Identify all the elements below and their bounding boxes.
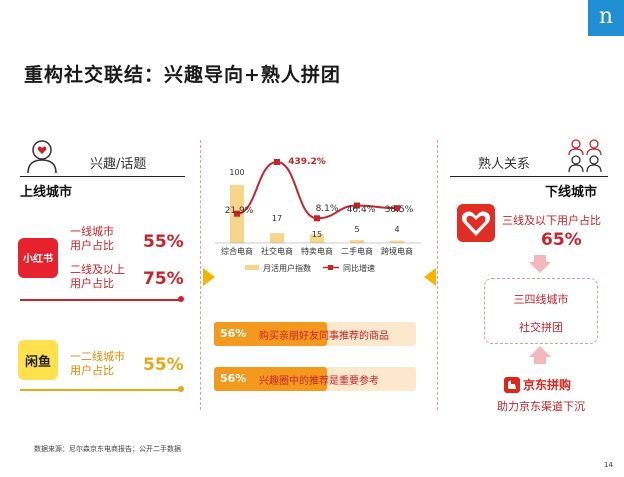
chart-bar	[390, 240, 404, 243]
recommend-pill-1-percent: 56%	[220, 327, 247, 340]
legend-line-marker	[328, 265, 333, 270]
xianyu-app-icon: 闲鱼	[18, 340, 58, 380]
growth-point	[354, 202, 360, 209]
brand-logo: n	[588, 0, 624, 36]
chart-bar-label: 15	[312, 230, 322, 239]
chart-category-label: 社交电商	[261, 246, 293, 256]
growth-label: 8.1%	[316, 204, 339, 214]
chart-bar-label: 100	[229, 168, 244, 177]
recommend-pill-2: 56% 兴趣圈中的推荐是重要参考	[214, 367, 416, 391]
page-number: 14	[604, 461, 613, 469]
xiaohongshu-name: 小红书	[23, 254, 53, 265]
xianyu-name: 闲鱼	[24, 355, 51, 370]
lower-tier-line1: 三四线城市	[513, 293, 569, 306]
pdd-description: 三线及以下用户占比	[502, 214, 601, 227]
chart-category-label: 跨境电商	[381, 246, 413, 256]
red-divider-dot	[178, 296, 184, 302]
recommend-pill-1-fill	[214, 322, 328, 346]
recommend-pill-2-fill	[214, 367, 328, 391]
chart-category-label: 特卖电商	[301, 246, 333, 256]
jd-pingou-logo: 京东拼购	[504, 376, 584, 394]
xhs-tier1-percent: 55%	[143, 232, 184, 252]
legend-bar-label: 月活用户指数	[263, 263, 311, 273]
jd-name: 京东拼购	[523, 378, 572, 392]
chart-bar	[350, 240, 364, 243]
page-title: 重构社交联结：兴趣导向+熟人拼团	[24, 64, 341, 86]
recommend-pill-2-text: 兴趣圈中的推荐是重要参考	[259, 376, 379, 387]
growth-point	[274, 159, 280, 165]
recommend-pill-1: 56% 购买亲朋好友同事推荐的商品	[214, 322, 416, 346]
recommend-pill-2-percent: 56%	[220, 372, 247, 385]
legend-line-label: 同比增速	[343, 263, 375, 273]
growth-label: 439.2%	[288, 157, 326, 167]
jd-caption: 助力京东渠道下沉	[497, 400, 585, 413]
recommend-pill-1-text: 购买亲朋好友同事推荐的商品	[259, 331, 389, 342]
xianyu-percent: 55%	[143, 355, 184, 375]
user-heart-icon	[27, 140, 57, 174]
left-divider	[20, 176, 185, 177]
chart-bar-label: 4	[394, 225, 399, 234]
people-group-icon	[568, 139, 602, 173]
red-divider	[20, 299, 180, 301]
lower-tier-cities-title: 下线城市	[545, 185, 598, 200]
left-separator	[200, 140, 201, 410]
yellow-divider-dot	[178, 386, 184, 392]
growth-label: 21.9%	[225, 206, 254, 216]
chart-bar-label: 5	[354, 225, 359, 234]
lower-tier-box: 三四线城市 社交拼团	[484, 278, 598, 344]
ecommerce-chart: 100 17 15 5 4 21.9% 439.2% 8.1% 46.4% 38.5% 综合电商 社交…	[215, 157, 421, 273]
growth-line	[236, 160, 398, 220]
yellow-divider	[20, 389, 180, 391]
arrow-left-icon	[424, 268, 436, 286]
chart-bar	[270, 233, 284, 243]
chart-bar	[310, 234, 324, 243]
chart-category-label: 二手电商	[341, 246, 373, 256]
xianyu-row-text: 一二线城市 用户占比	[70, 350, 125, 377]
down-arrow-icon	[529, 255, 551, 273]
pdd-percent: 65%	[541, 230, 582, 250]
chart-bar-label: 17	[272, 214, 282, 223]
up-arrow-icon	[529, 346, 551, 364]
interest-topic-label: 兴趣/话题	[90, 157, 147, 172]
growth-point	[234, 210, 240, 217]
right-divider	[450, 176, 608, 177]
acquaintance-label: 熟人关系	[478, 157, 531, 172]
xhs-tier2-percent: 75%	[143, 269, 184, 289]
lower-tier-line2: 社交拼团	[519, 321, 563, 334]
chart-category-label: 综合电商	[221, 246, 253, 256]
jd-dog-icon	[504, 377, 520, 393]
growth-label: 46.4%	[347, 205, 376, 215]
xhs-row2-text: 二线及以上 用户占比	[70, 263, 125, 290]
growth-point	[394, 205, 400, 212]
right-separator	[437, 140, 438, 410]
growth-label: 38.5%	[385, 205, 414, 215]
legend-bar-swatch	[245, 265, 259, 270]
data-source-note: 数据来源：尼尔森京东电商报告；公开二手数据	[34, 445, 181, 453]
growth-point	[314, 215, 320, 222]
arrow-right-icon	[203, 268, 215, 286]
xhs-row1-text: 一线城市 用户占比	[70, 225, 114, 252]
pinduoduo-app-icon	[457, 204, 495, 242]
tier1-cities-title: 上线城市	[20, 185, 73, 200]
xiaohongshu-app-icon: 小红书	[18, 238, 58, 278]
